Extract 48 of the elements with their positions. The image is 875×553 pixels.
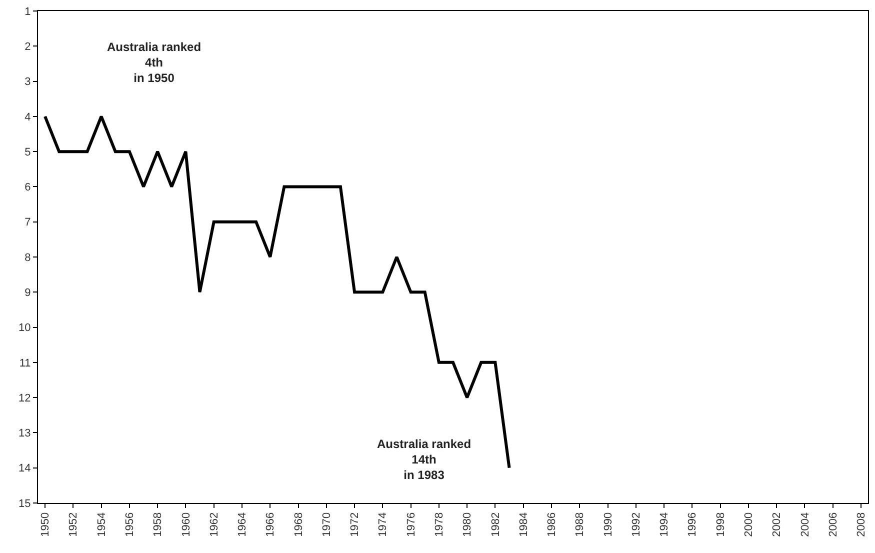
x-tick-label: 1964 (236, 512, 249, 537)
x-tick-label: 1982 (490, 512, 502, 537)
x-tick-label: 1984 (518, 512, 530, 537)
x-tick-label: 1972 (349, 512, 362, 537)
y-tick-label: 1 (24, 6, 31, 18)
x-tick-label: 1978 (434, 512, 446, 537)
x-tick-label: 1968 (292, 512, 305, 537)
x-tick-label: 2000 (742, 512, 755, 537)
y-tick-label: 13 (18, 428, 31, 440)
x-tick-label: 2004 (799, 512, 812, 537)
x-tick-label: 1970 (320, 512, 333, 537)
y-tick-label: 2 (24, 40, 31, 53)
x-tick-label: 1976 (405, 512, 418, 537)
x-tick-label: 1998 (714, 512, 727, 537)
x-tick-label: 1980 (462, 512, 474, 537)
x-tick-label: 1966 (264, 512, 277, 537)
x-tick-label: 1996 (686, 512, 699, 537)
y-tick-label: 6 (24, 182, 31, 194)
x-tick-label: 1986 (546, 512, 558, 537)
y-tick-label: 11 (19, 357, 31, 370)
y-tick-label: 15 (18, 498, 31, 510)
x-tick-label: 2002 (771, 512, 784, 537)
annotation: Australia ranked 4th in 1950 (107, 40, 202, 86)
x-tick-label: 1954 (96, 512, 108, 537)
y-tick-label: 4 (24, 111, 31, 124)
x-tick-label: 1992 (630, 512, 642, 537)
x-tick-label: 1994 (658, 512, 671, 537)
x-tick-label: 1958 (152, 512, 164, 537)
y-tick-label: 14 (18, 462, 31, 475)
x-tick-label: 1990 (602, 512, 614, 537)
x-tick-label: 1956 (124, 512, 136, 537)
x-tick-label: 1974 (377, 512, 390, 537)
y-tick-label: 3 (24, 76, 31, 88)
y-tick-label: 10 (18, 322, 31, 334)
x-tick-label: 1952 (68, 512, 80, 537)
y-tick-label: 12 (18, 392, 31, 404)
y-tick-label: 9 (24, 286, 31, 299)
x-tick-label: 1962 (208, 512, 220, 537)
x-tick-label: 1960 (180, 512, 192, 537)
line-series (44, 114, 511, 470)
y-tick-label: 7 (24, 216, 31, 229)
y-tick-label: 8 (24, 252, 31, 264)
x-tick-label: 1950 (40, 512, 52, 537)
x-tick-label: 1988 (574, 512, 586, 537)
annotation: Australia ranked 14th in 1983 (377, 437, 472, 482)
y-tick-label: 5 (24, 146, 31, 158)
x-tick-label: 2008 (856, 512, 868, 537)
x-tick-label: 2006 (827, 512, 840, 537)
